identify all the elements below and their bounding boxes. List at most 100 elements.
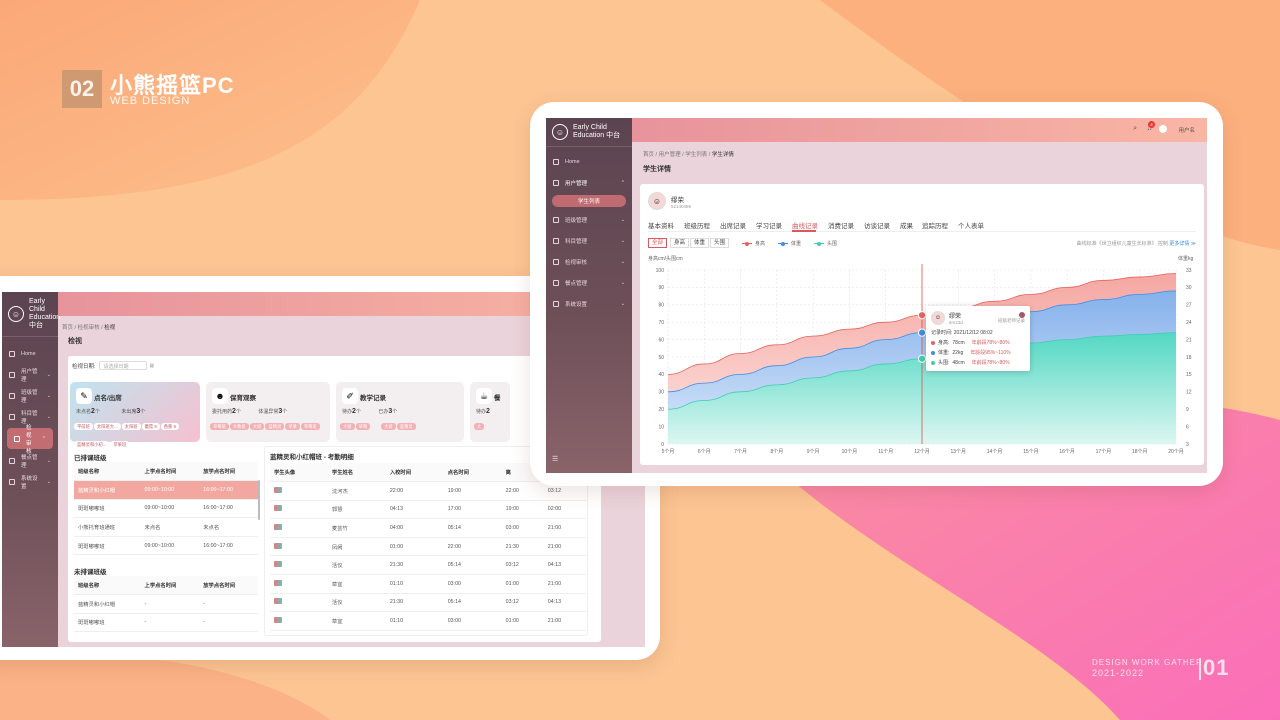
sidebar-item-review[interactable]: 检视审核 ⌃ [7,425,53,455]
chip[interactable]: 大班 [249,423,265,430]
sidebar-item-home[interactable]: Home [546,151,632,172]
segment-head[interactable]: 头围 [710,238,730,248]
table-row[interactable]: 凤阙 01:00 22:00 21:30 21:00 [270,537,586,557]
tab-consumption[interactable]: 消费记录 [828,223,854,230]
chevron-down-icon: ⌄ [620,216,625,223]
tab-class-history[interactable]: 班级历程 [684,223,710,230]
table-row[interactable]: 草宜 01:10 03:00 01:00 21:00 [270,574,586,594]
chip[interactable]: 香蕉 9 [160,423,179,430]
chip-list: 平前班 太阳班大... 太阳班 蘑菇 9 香蕉 9 蓝精灵和小初... 苹果班 [74,415,196,451]
tab-basic[interactable]: 基本资料 [648,223,674,230]
sidebar-item-classes[interactable]: 班级管理 ⌄ [2,385,58,406]
chip[interactable]: 大班 [340,423,355,430]
chip[interactable]: 草莓班 [210,423,229,430]
segment-all[interactable]: 全部 [648,238,668,248]
table-row[interactable]: 斑斑嘟嘟班 09:00~10:00 16:00~17:00 [74,499,258,519]
sidebar-item-meals[interactable]: 餐点管理 ⌄ [546,272,632,293]
check-icon [14,435,20,442]
x-tick-label: 11个月 [878,449,893,455]
sidebar-item-users[interactable]: 用户管理 ⌄ [2,364,58,385]
chip[interactable]: 蓝精灵 [396,423,416,430]
chip[interactable]: 草莓班 [300,423,320,430]
tab-attendance[interactable]: 出席记录 [720,223,746,230]
date-input[interactable]: 请选择日期 [98,361,147,370]
chip[interactable]: 大 [474,423,485,430]
chip[interactable]: 大班 [381,423,396,430]
table-row[interactable]: 沈河杰 22:00 19:00 22:00 03:12 [270,481,586,501]
tab-results[interactable]: 成果 [900,223,913,230]
breadcrumb-review[interactable]: 检视审核 [77,325,100,331]
breadcrumb-users[interactable]: 用户管理 [658,152,681,158]
tab-tracking[interactable]: 追踪历程 [922,223,948,230]
table-row[interactable]: 郭慧 04:13 17:00 19:00 02:00 [270,500,586,520]
stat-card-attendance[interactable]: ✎ 点名/出席 未点名2个 未出席3个 平前班 太阳班大... 太阳班 蘑菇 9 香蕉 … [70,382,200,448]
student-name: 缪荣 [671,196,684,204]
table-row[interactable]: 蓝精灵和小红帽 - - [74,594,258,614]
table-row[interactable]: 麦芸竹 04:00 05:14 03:00 21:00 [270,518,586,538]
chip[interactable]: 草莓 [355,423,371,430]
table-row[interactable]: 活仪 21:30 05:14 03:12 04:13 [270,593,586,613]
sidebar-item-classes[interactable]: 班级管理 ⌄ [546,209,632,230]
table-row[interactable]: 草宜 01:10 03:00 01:00 21:00 [270,611,586,631]
chip[interactable]: 苹果 [285,423,300,430]
breadcrumb-home[interactable]: 首页 [643,152,655,158]
breadcrumb-students[interactable]: 学生列表 [685,152,708,158]
chip[interactable]: 蓝精灵和小初... [74,441,110,448]
chip[interactable]: 太阳班大... [93,423,121,430]
menu-collapse-icon[interactable]: ☰ [552,456,559,463]
chevron-down-icon: ⌄ [620,237,625,244]
stat-card-care[interactable]: ☻ 保育观察 委托用药2个 体温异常3个 草莓班 大象班 大班 蓝精灵 苹果 草莓班 [206,382,330,442]
sidebar-item-review[interactable]: 检视审核 ⌄ [546,251,632,272]
more-details-link[interactable]: 更多详情 ≫ [1169,241,1196,247]
table-row[interactable]: 活仪 21:30 05:14 03:12 04:13 [270,555,586,576]
tab-curve[interactable]: 曲线记录 [792,223,818,230]
y2-axis-title: 体重kg [1178,255,1194,262]
sidebar-item-meals[interactable]: 餐点管理 ⌄ [2,450,58,471]
sidebar-item-users[interactable]: 用户管理 ⌃ [546,172,632,193]
control-link[interactable]: 控制 [1157,241,1168,247]
submenu-student-list[interactable]: 学生列表 [552,195,626,207]
segment-weight[interactable]: 体重 [690,238,710,248]
sidebar-item-home[interactable]: Home [2,343,58,364]
chip-list: 大班 草莓 大班 蓝精灵 [340,415,460,433]
recorder-avatar [1019,312,1025,318]
chip[interactable]: 太阳班 [121,423,141,430]
detail-tabs: 基本资料 班级历程 出席记录 学习记录 曲线记录 消费记录 访谈记录 成果 追踪… [648,220,1196,232]
tab-learning[interactable]: 学习记录 [756,223,782,230]
user-icon [9,371,15,378]
sidebar-item-subjects[interactable]: 科目管理 ⌄ [2,406,58,427]
chevron-down-icon: ⌄ [46,457,51,464]
table-row[interactable]: 小熊托育班通班 未点名 未点名 [74,517,258,537]
chip[interactable]: 大象班 [229,423,249,430]
bell-icon[interactable]: ♫ [1146,125,1152,132]
chip[interactable]: 蘑菇 9 [141,423,160,430]
stat-card-meal[interactable]: ☕ 餐 待办2 大 [470,382,510,442]
left-logo: ☺ Early Child Education 中台 [2,292,60,337]
avatar[interactable] [1159,125,1167,133]
user-name[interactable]: 用户名 [1178,128,1195,134]
stat-card-teaching[interactable]: ✐ 教学记录 待办2个 已办3个 大班 草莓 大班 蓝精灵 [336,382,464,442]
bear-logo-icon: ☺ [552,124,568,140]
chip[interactable]: 苹果班 [110,441,130,448]
meal-icon [9,457,15,464]
chevron-down-icon: ⌄ [46,371,51,378]
segment-height[interactable]: 身高 [670,238,690,248]
sidebar-item-settings[interactable]: 系统设置 ⌄ [2,471,58,492]
tab-interview[interactable]: 访谈记录 [864,223,890,230]
table-row[interactable]: 斑斑嘟嘟班 09:00~10:00 16:00~17:00 [74,536,258,556]
brand-subtitle: WEB DESIGN [110,95,191,107]
breadcrumb-home[interactable]: 首页 [62,325,74,331]
detail-title: 蓝精灵和小红帽班 - 考勤明细 [270,454,354,461]
table-row[interactable]: 蓝精灵和小红帽 09:00~10:00 16:00~17:00 [74,480,258,500]
search-icon[interactable]: ⌕ [1133,125,1137,132]
table-header: 班级名称 上学点名时间 放学点名时间 [74,576,258,596]
right-topbar: ⌕ ♫ 4 用户名 [632,118,1207,142]
table-row[interactable]: 斑斑嘟嘟班 - - [74,613,258,633]
y-tick-label: 30 [658,390,664,396]
sidebar-item-settings[interactable]: 系统设置 ⌄ [546,293,632,314]
tab-forms[interactable]: 个人表单 [958,223,984,230]
sidebar-item-subjects[interactable]: 科目管理 ⌄ [546,230,632,251]
scrollbar[interactable] [258,480,260,520]
chip[interactable]: 平前班 [74,423,93,430]
chip[interactable]: 蓝精灵 [265,423,285,430]
